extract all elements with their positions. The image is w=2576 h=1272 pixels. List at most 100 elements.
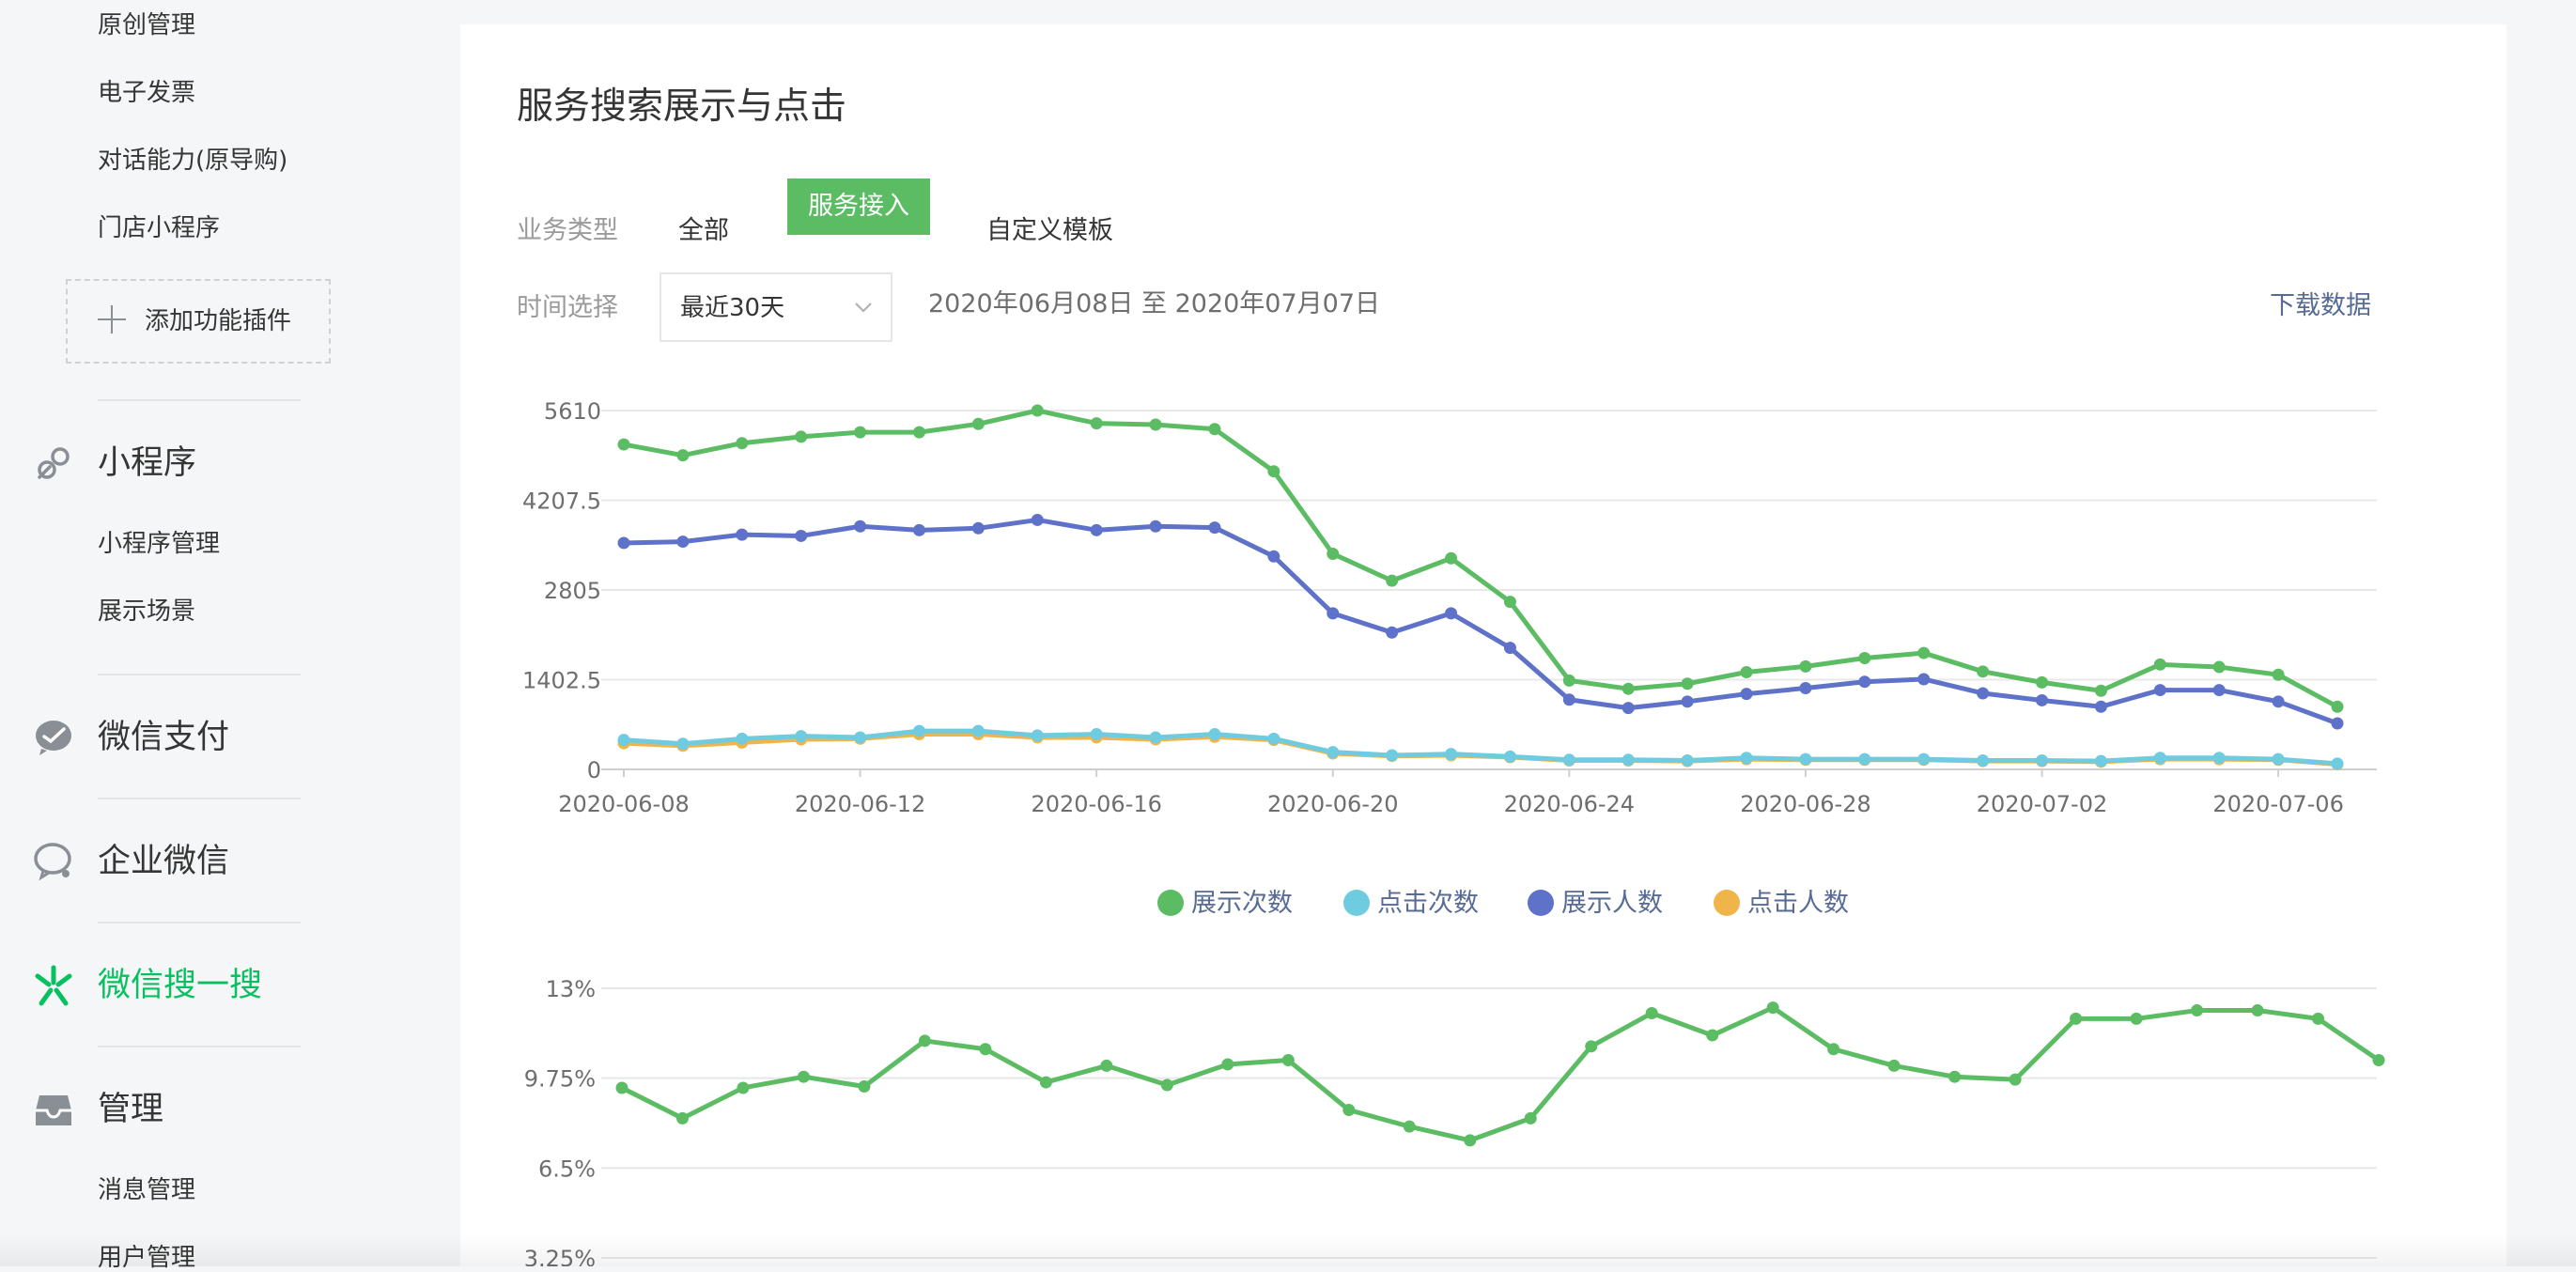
time-select-label: 时间选择 <box>517 293 618 322</box>
sidebar-section-miniprogram[interactable]: 小程序 <box>98 444 197 482</box>
chart1-data-point <box>1031 404 1044 417</box>
chevron-down-icon <box>855 302 872 313</box>
time-range-value: 最近30天 <box>680 294 785 322</box>
chart1-data-point <box>971 417 985 430</box>
chart1-data-point <box>1208 728 1221 741</box>
sidebar-item-dialog-ability[interactable]: 对话能力(原导购) <box>98 147 288 175</box>
biz-type-custom-template[interactable]: 自定义模板 <box>986 216 1113 245</box>
chart1-data-point <box>1977 753 1990 767</box>
chart1-data-point <box>1090 417 1103 430</box>
chart1-data-point <box>1917 673 1931 686</box>
chart1-data-point <box>676 449 690 462</box>
chart1-data-point <box>1622 753 1635 767</box>
chart1-y-tick-label: 4207.5 <box>522 489 601 515</box>
chart1-data-point <box>1267 465 1280 478</box>
chart1-x-tick-label: 2020-06-16 <box>1031 791 1161 817</box>
chart1-data-point <box>2036 693 2049 706</box>
chart2-data-point <box>1524 1111 1537 1125</box>
chart1-y-tick-label: 5610 <box>544 398 601 425</box>
chart2-data-point <box>1281 1054 1295 1067</box>
chart1-data-point <box>676 535 690 549</box>
bottom-fade <box>0 1234 2576 1266</box>
chart1-data-point <box>1977 665 1990 678</box>
chart1-data-point <box>1917 752 1931 766</box>
chart1-data-point <box>1740 688 1753 701</box>
chart2-data-point <box>615 1081 628 1094</box>
chart2-y-tick-label: 13% <box>546 976 596 1002</box>
chart1-data-point <box>912 426 925 439</box>
wework-icon <box>34 843 71 881</box>
chart1-data-point <box>1562 674 1575 687</box>
chart1-data-point <box>2094 700 2107 713</box>
chart1-data-point <box>1386 626 1399 639</box>
chart1-data-point <box>1327 607 1340 620</box>
chart1-data-point <box>2036 675 2049 689</box>
biz-type-service-access[interactable]: 服务接入 <box>787 178 930 235</box>
sidebar-item-e-invoice[interactable]: 电子发票 <box>98 79 196 107</box>
sidebar-item-store-miniprogram[interactable]: 门店小程序 <box>98 214 221 242</box>
chart1-data-point <box>1445 607 1458 620</box>
chart1-data-point <box>1327 548 1340 561</box>
chart2-data-point <box>1766 1001 1779 1015</box>
chart1-data-point <box>1562 693 1575 706</box>
chart2-data-point <box>1948 1070 1962 1083</box>
chart1-legend-marker <box>1343 890 1370 916</box>
sidebar-section-wework[interactable]: 企业微信 <box>98 843 230 880</box>
chart1-data-point <box>1149 520 1162 533</box>
chart1-data-point <box>1090 728 1103 741</box>
sidebar-item-miniprogram-management[interactable]: 小程序管理 <box>98 530 221 558</box>
chart2-data-point <box>858 1079 871 1093</box>
sidebar-section-search[interactable]: 微信搜一搜 <box>98 967 263 1004</box>
chart1-data-point <box>1740 752 1753 765</box>
sidebar-item-display-scenes[interactable]: 展示场景 <box>98 597 196 626</box>
chart1-x-tick-label: 2020-06-08 <box>558 791 689 817</box>
chart1-data-point <box>1562 753 1575 767</box>
chart1-data-point <box>2272 695 2285 708</box>
sidebar-item-original-management[interactable]: 原创管理 <box>98 11 196 39</box>
chart2-data-point <box>918 1034 931 1047</box>
chart1-data-point <box>1622 702 1635 715</box>
time-range-select[interactable]: 最近30天 <box>660 272 892 342</box>
chart1-data-point <box>1503 750 1516 763</box>
add-plugin-button[interactable]: 添加功能插件 <box>66 279 331 364</box>
chart1-data-point <box>1681 695 1694 708</box>
chart1-data-point <box>1799 659 1812 673</box>
chart1-x-tick-label: 2020-06-20 <box>1267 791 1398 817</box>
sidebar-divider <box>98 798 301 799</box>
download-data-link[interactable]: 下载数据 <box>2270 291 2371 320</box>
chart1-data-point <box>1503 642 1516 655</box>
chart1-data-point <box>1917 646 1931 659</box>
chart2-data-point <box>1706 1029 1719 1042</box>
biz-type-label: 业务类型 <box>517 216 618 245</box>
chart1-data-point <box>2036 753 2049 767</box>
chart1-data-point <box>854 426 867 439</box>
sidebar-section-manage[interactable]: 管理 <box>98 1091 164 1128</box>
chart2-data-point <box>1827 1043 1840 1056</box>
chart1-data-point <box>1681 677 1694 690</box>
chart1-data-point <box>2153 752 2166 765</box>
chart2-data-point <box>979 1043 992 1056</box>
chart2-data-point <box>737 1081 750 1094</box>
chart1-y-tick-label: 1402.5 <box>522 668 601 694</box>
chart1-data-point <box>1858 652 1871 665</box>
chart1-legend-label: 展示次数 <box>1191 889 1293 918</box>
chart1-data-point <box>2212 752 2226 765</box>
add-plugin-label: 添加功能插件 <box>145 307 292 335</box>
sidebar-item-message-management[interactable]: 消息管理 <box>98 1176 196 1204</box>
chart1-data-point <box>971 521 985 535</box>
chart2-data-point <box>675 1111 689 1125</box>
sidebar-divider <box>98 1046 301 1047</box>
sidebar-divider <box>98 922 301 923</box>
biz-type-all[interactable]: 全部 <box>678 216 729 245</box>
search-sparkle-icon <box>35 965 72 1006</box>
chart1-data-point <box>1031 729 1044 742</box>
chart1-data-point <box>1681 753 1694 767</box>
chart1-data-point <box>676 737 690 751</box>
chart1-data-point <box>1386 574 1399 587</box>
chart1-data-point <box>2153 658 2166 671</box>
chart1-series-line <box>623 408 2339 709</box>
chart1-data-point <box>1208 423 1221 436</box>
link-icon <box>38 447 70 479</box>
sidebar-section-wechat-pay[interactable]: 微信支付 <box>98 719 230 756</box>
chart1-data-point <box>1858 675 1871 689</box>
